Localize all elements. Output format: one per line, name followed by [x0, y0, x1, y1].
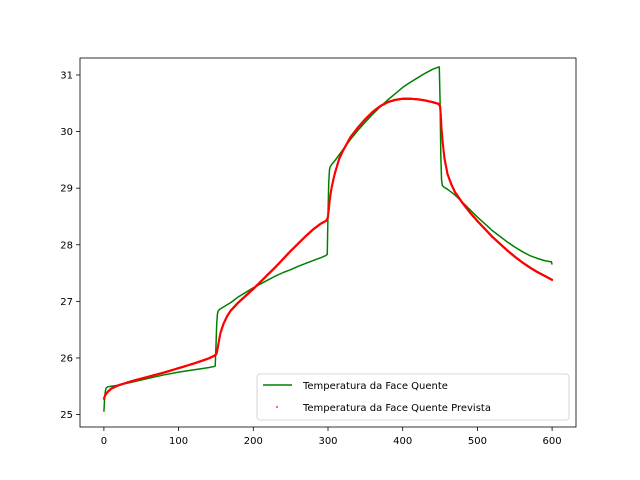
x-tick-label: 200 — [244, 436, 263, 447]
series-1 — [102, 97, 554, 400]
legend-label-predicted: Temperatura da Face Quente Prevista — [302, 403, 491, 414]
x-tick-label: 500 — [468, 436, 487, 447]
legend-point-swatch — [276, 406, 278, 408]
x-tick-label: 400 — [393, 436, 412, 447]
y-tick-label: 25 — [60, 410, 73, 421]
legend-box — [256, 373, 570, 421]
series-layer — [102, 66, 554, 412]
y-tick-label: 30 — [60, 127, 73, 138]
x-tick-label: 300 — [318, 436, 337, 447]
x-tick-label: 600 — [543, 436, 562, 447]
plot-frame — [79, 57, 577, 428]
legend-label-actual: Temperatura da Face Quente — [302, 381, 448, 392]
axes-layer: 0 100 200 300 400 500 600 25 26 27 28 29 30 31 — [60, 70, 561, 447]
y-tick-label: 31 — [60, 70, 73, 81]
y-tick-label: 29 — [60, 184, 73, 195]
y-tick-label: 28 — [60, 240, 73, 251]
x-tick-label: 0 — [101, 436, 107, 447]
x-tick-label: 100 — [169, 436, 188, 447]
data-point — [551, 278, 554, 281]
y-tick-label: 27 — [60, 297, 73, 308]
y-tick-label: 26 — [60, 353, 73, 364]
series-0 — [103, 66, 553, 412]
legend: Temperatura da Face Quente Temperatura d… — [256, 373, 570, 421]
series-line — [103, 66, 553, 412]
